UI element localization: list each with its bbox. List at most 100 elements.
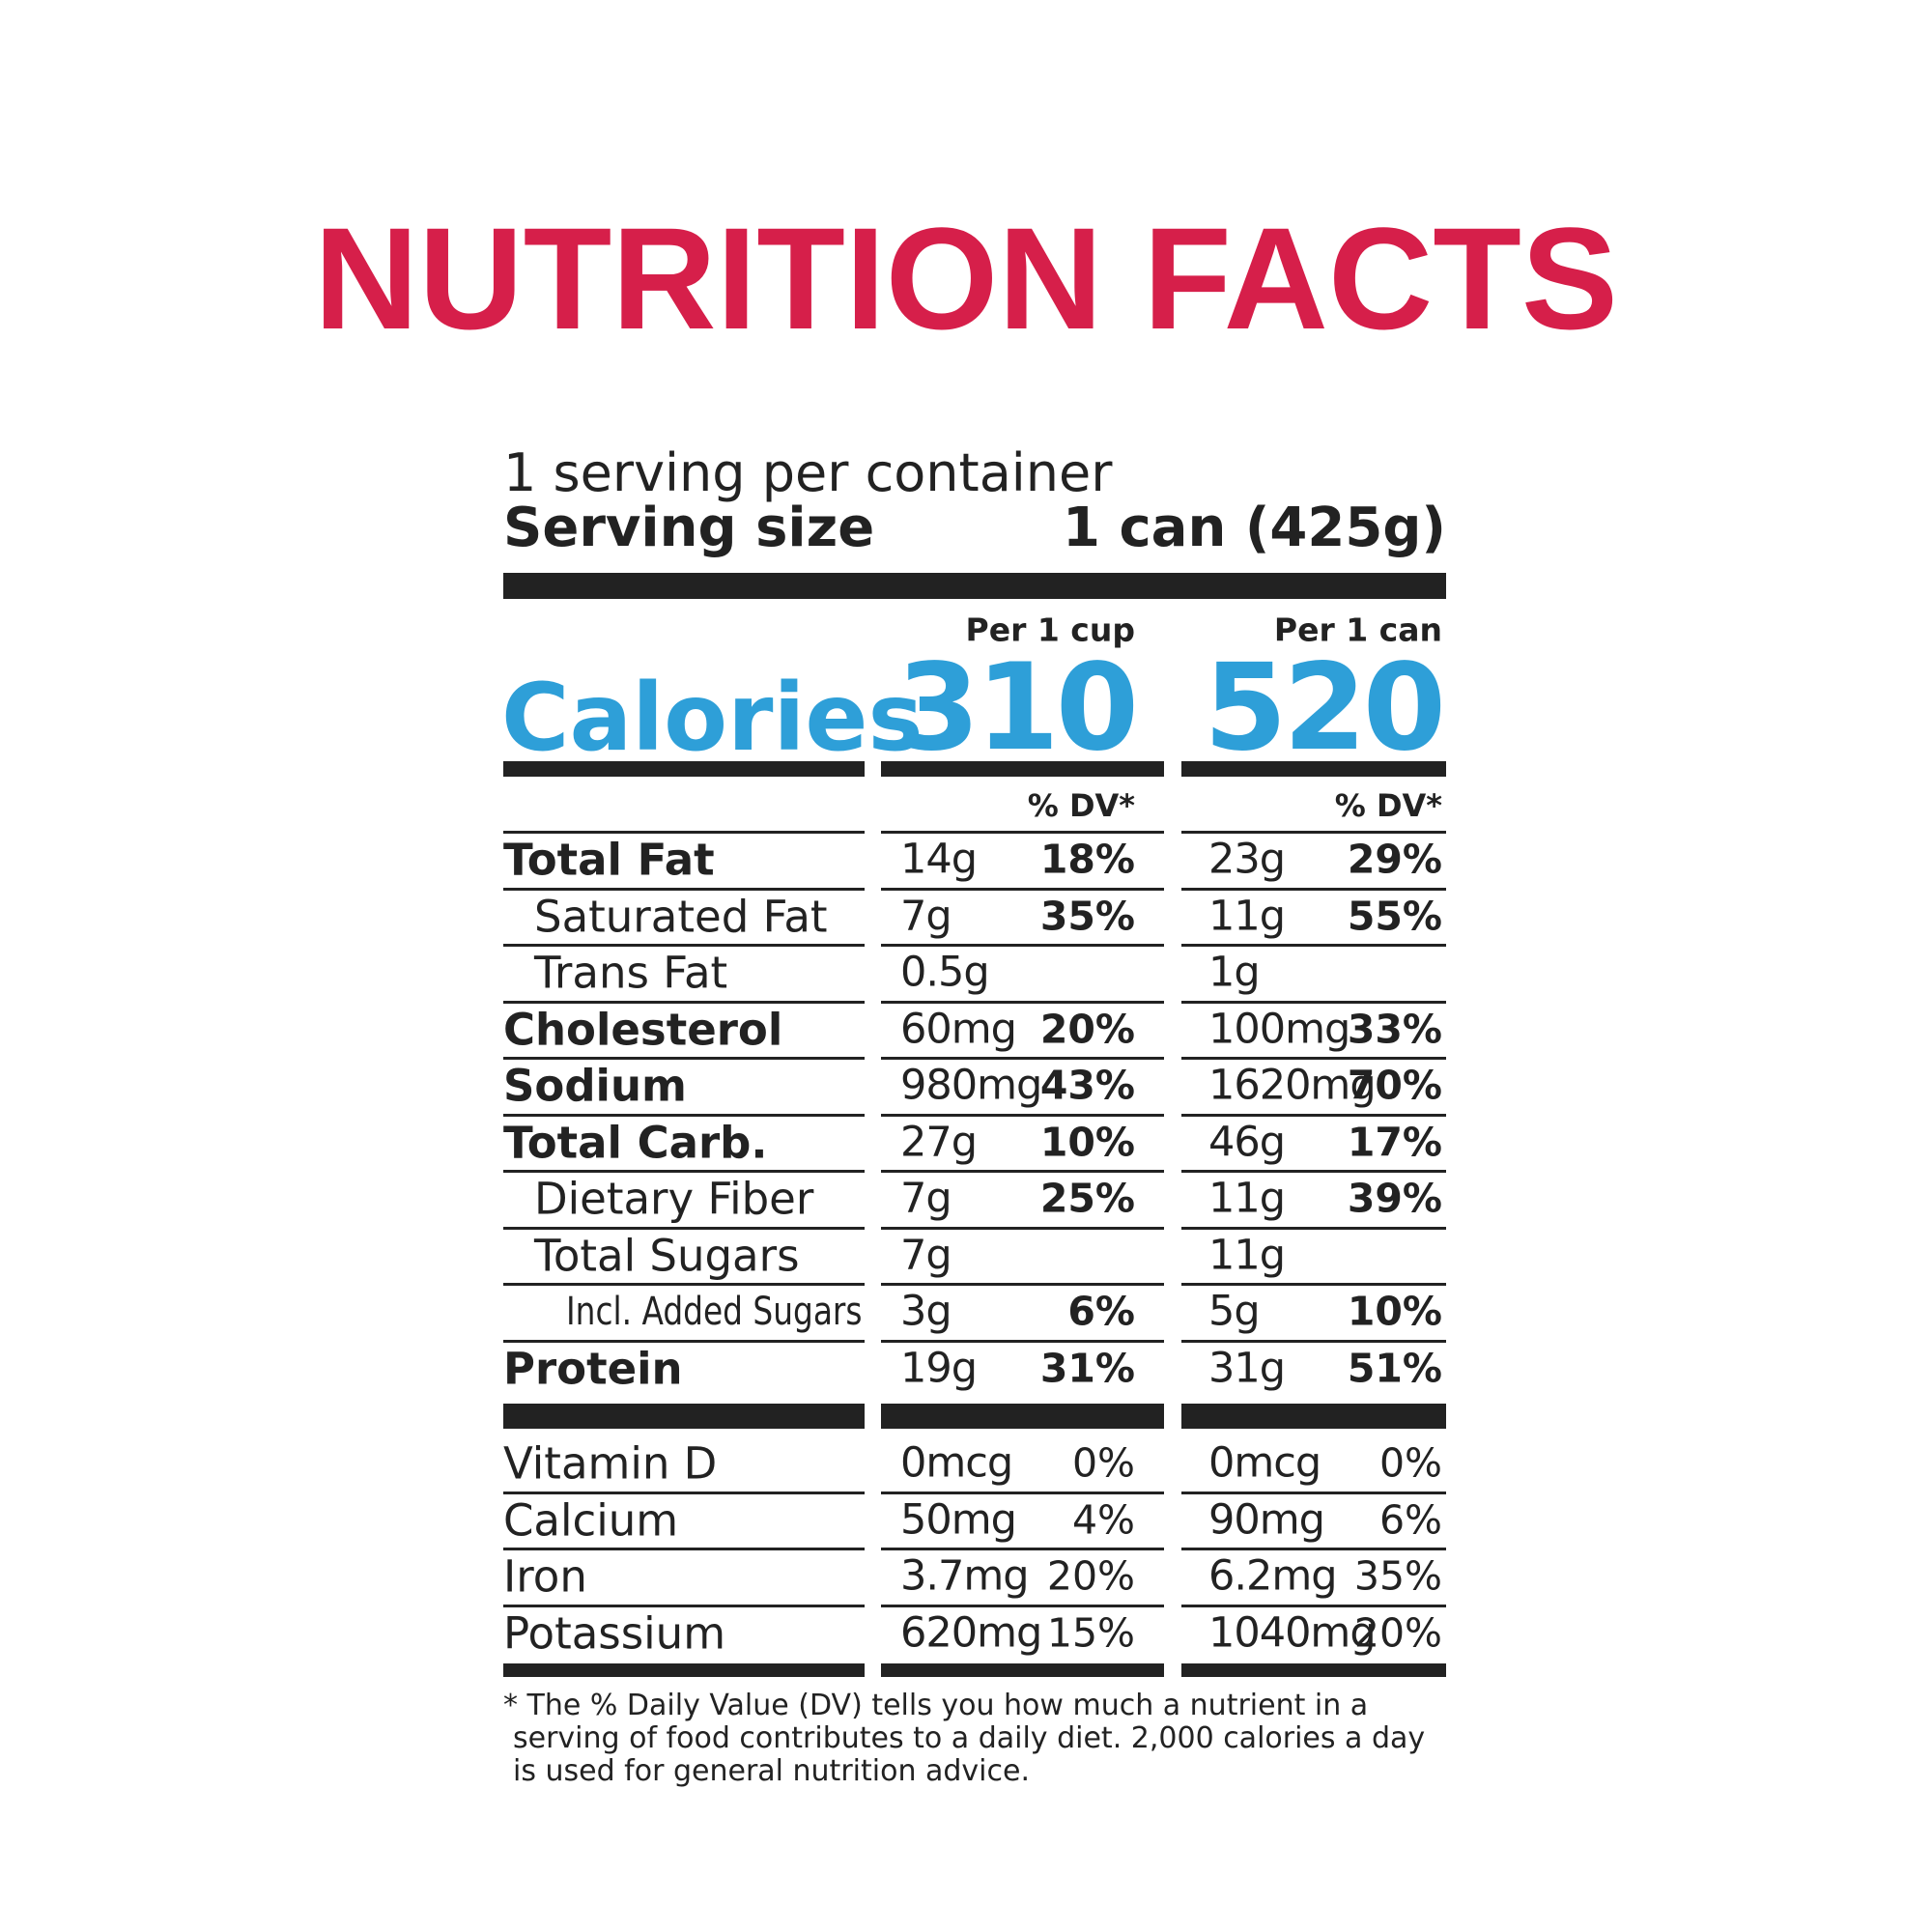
row-rule [503, 1057, 865, 1060]
nutrient-name: Saturated Fat [534, 891, 828, 942]
thick-rule [881, 1404, 1164, 1429]
nutrient-dv: 10% [1347, 1288, 1442, 1335]
row-rule [881, 1339, 1164, 1343]
nutrient-name: Trans Fat [534, 947, 728, 999]
row-rule [503, 1604, 865, 1607]
vitamin-dv: 35% [1353, 1552, 1442, 1600]
nutrient-dv: 51% [1347, 1345, 1442, 1391]
row-rule [881, 1170, 1164, 1173]
row-rule [1181, 1604, 1446, 1607]
nutrient-name: Total Fat [503, 834, 715, 886]
nutrient-dv: 35% [1039, 893, 1135, 939]
row-rule [881, 887, 1164, 891]
footnote-line: * The % Daily Value (DV) tells you how m… [503, 1689, 1369, 1722]
nutrient-dv: 43% [1039, 1062, 1135, 1109]
vitamin-dv: 6% [1378, 1496, 1442, 1543]
calories-label: Calories [501, 664, 923, 772]
row-rule [881, 1491, 1164, 1494]
nutrient-amount: 0.5g [900, 948, 990, 997]
nutrient-amount: 27g [900, 1118, 978, 1166]
vitamin-name: Potassium [503, 1607, 726, 1659]
row-rule [1181, 1283, 1446, 1286]
row-rule [503, 1548, 865, 1550]
column-header: Per 1 cup [965, 611, 1135, 649]
calories-value: 310 [896, 639, 1139, 778]
row-rule [881, 1548, 1164, 1550]
row-rule [1181, 1226, 1446, 1230]
nutrient-amount: 7g [900, 1174, 952, 1223]
nutrient-dv: 39% [1347, 1175, 1442, 1222]
nutrient-name: Protein [503, 1343, 683, 1394]
row-rule [503, 1170, 865, 1173]
nutrient-dv: 55% [1347, 893, 1442, 939]
row-rule [1181, 1339, 1446, 1343]
servings: 1 serving per container [503, 442, 1113, 503]
vitamin-amount: 0mcg [1208, 1438, 1321, 1488]
dv-header: % DV* [1334, 787, 1442, 824]
thick-rule [503, 573, 1446, 599]
nutrient-amount: 5g [1208, 1287, 1261, 1336]
vitamin-name: Calcium [503, 1494, 679, 1546]
nutrient-dv: 70% [1347, 1062, 1442, 1109]
vitamin-name: Vitamin D [503, 1437, 718, 1490]
nutrient-name: Incl. Added Sugars [566, 1290, 863, 1334]
row-rule [1181, 831, 1446, 834]
nutrient-name: Total Carb. [503, 1117, 768, 1168]
thick-rule [503, 761, 865, 777]
nutrient-name: Sodium [503, 1060, 687, 1112]
row-rule [503, 1113, 865, 1117]
vitamin-dv: 0% [1378, 1439, 1442, 1487]
thick-rule [1181, 1404, 1446, 1429]
vitamin-dv: 15% [1046, 1609, 1135, 1656]
vitamin-amount: 6.2mg [1208, 1551, 1338, 1601]
row-rule [1181, 1113, 1446, 1117]
row-rule [881, 1226, 1164, 1230]
row-rule [1181, 1491, 1446, 1494]
nutrient-dv: 10% [1039, 1119, 1135, 1165]
serving-size-label: Serving size [503, 497, 875, 559]
row-rule [881, 831, 1164, 834]
vitamin-amount: 90mg [1208, 1495, 1325, 1544]
nutrient-amount: 1g [1208, 948, 1261, 997]
row-rule [1181, 1000, 1446, 1004]
row-rule [503, 944, 865, 947]
nutrient-dv: 18% [1039, 836, 1135, 883]
nutrient-amount: 31g [1208, 1344, 1286, 1392]
nutrient-name: Dietary Fiber [534, 1173, 814, 1225]
row-rule [1181, 1548, 1446, 1550]
vitamin-dv: 0% [1071, 1439, 1135, 1487]
footnote-line: serving of food contributes to a daily d… [513, 1721, 1426, 1755]
vitamin-dv: 4% [1071, 1496, 1135, 1543]
nutrient-amount: 980mg [900, 1061, 1042, 1110]
nutrient-amount: 23g [1208, 835, 1286, 884]
footnote-line: is used for general nutrition advice. [513, 1754, 1030, 1788]
row-rule [881, 944, 1164, 947]
vitamin-dv: 20% [1046, 1552, 1135, 1600]
nutrient-dv: 6% [1067, 1288, 1135, 1335]
vitamin-amount: 620mg [900, 1608, 1042, 1657]
row-rule [503, 1226, 865, 1230]
thick-rule [1181, 1663, 1446, 1677]
row-rule [881, 1604, 1164, 1607]
row-rule [503, 831, 865, 834]
thick-rule [503, 1663, 865, 1677]
row-rule [503, 1283, 865, 1286]
vitamin-name: Iron [503, 1550, 587, 1603]
row-rule [881, 1000, 1164, 1004]
nutrient-name: Cholesterol [503, 1004, 783, 1055]
nutrient-amount: 1620mg [1208, 1061, 1377, 1110]
nutrient-dv: 25% [1039, 1175, 1135, 1222]
nutrient-amount: 11g [1208, 1231, 1286, 1279]
nutrient-dv: 17% [1347, 1119, 1442, 1165]
thick-rule [503, 1404, 865, 1429]
row-rule [881, 1113, 1164, 1117]
thick-rule [881, 1663, 1164, 1677]
nutrient-amount: 11g [1208, 1174, 1286, 1223]
nutrient-dv: 31% [1039, 1345, 1135, 1391]
thick-rule [881, 761, 1164, 777]
thick-rule [1181, 761, 1446, 777]
row-rule [1181, 1170, 1446, 1173]
row-rule [1181, 1057, 1446, 1060]
nutrient-amount: 11g [1208, 892, 1286, 940]
